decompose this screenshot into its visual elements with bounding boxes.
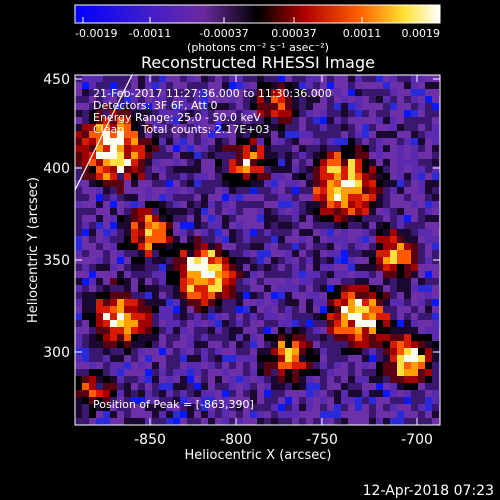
y-axis-label: Heliocentric Y (arcsec) xyxy=(26,177,41,323)
x-axis-label: Heliocentric X (arcsec) xyxy=(185,448,332,463)
overlay-clean-counts: Clean Total counts: 2.17E+03 xyxy=(93,123,270,136)
overlay-detectors: Detectors: 3F 6F, Att 0 xyxy=(93,99,217,112)
y-tick-label: 400 xyxy=(43,161,70,177)
y-tick-label: 450 xyxy=(43,72,70,88)
plot-frame xyxy=(74,74,441,426)
colorbar-tick-label: -0.0011 xyxy=(129,27,171,40)
colorbar-tick-label: 0.0019 xyxy=(402,27,441,40)
y-tick-label: 350 xyxy=(43,253,70,269)
x-tick-label: -850 xyxy=(134,432,166,448)
axis-ticks: -850 -800 -750 -700 450 400 350 300 xyxy=(43,72,440,448)
image-area xyxy=(75,75,440,425)
plot-title: Reconstructed RHESSI Image xyxy=(141,53,375,72)
colorbar-tick-label: -0.0019 xyxy=(75,27,117,40)
y-tick-label: 300 xyxy=(43,345,70,361)
colorbar xyxy=(74,4,441,24)
solar-limb-line xyxy=(75,75,133,191)
x-tick-label: -800 xyxy=(220,432,252,448)
colorbar-tick-label: 0.00037 xyxy=(271,27,317,40)
footer-timestamp: 12-Apr-2018 07:23 xyxy=(363,483,494,499)
image-pixels xyxy=(75,75,440,425)
overlay-peak-position: Position of Peak = [-863,390] xyxy=(93,398,254,411)
colorbar-tick-label: -0.00037 xyxy=(199,27,248,40)
colorbar-tick-label: 0.0011 xyxy=(343,27,382,40)
x-tick-label: -700 xyxy=(401,432,433,448)
colorbar-units: (photons cm⁻² s⁻¹ asec⁻²) xyxy=(187,41,329,54)
colorbar-ticks: -0.0019 -0.0011 -0.00037 0.00037 0.0011 0.001… xyxy=(75,17,441,40)
overlay-time-range: 21-Feb-2017 11:27:36.000 to 11:30:36.000 xyxy=(93,87,332,100)
overlay-energy-range: Energy Range: 25.0 - 50.0 keV xyxy=(93,111,261,124)
x-tick-label: -750 xyxy=(306,432,338,448)
